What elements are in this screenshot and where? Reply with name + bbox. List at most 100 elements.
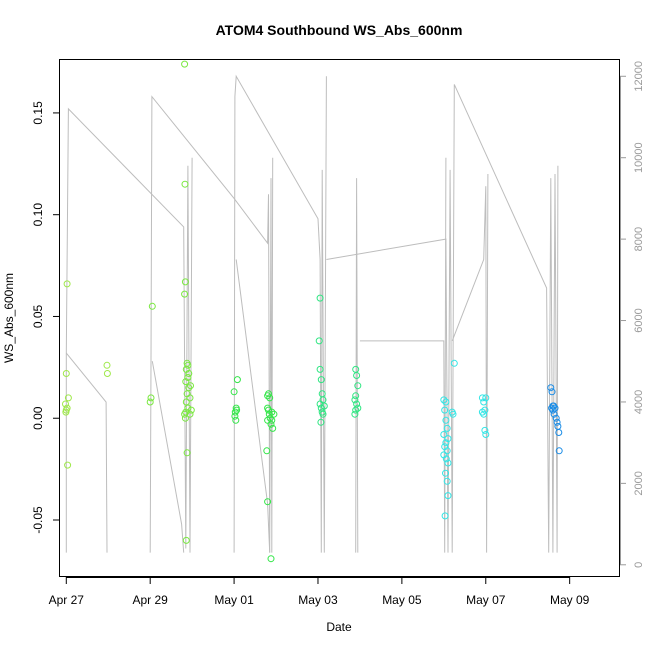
data-point-3-4: [318, 390, 326, 398]
altitude-line-segment-5: [235, 259, 271, 553]
data-point-4-8: [440, 431, 448, 438]
data-point-1-9: [184, 374, 192, 381]
data-point-4-25: [480, 410, 488, 418]
data-point-1-23: [187, 406, 195, 414]
altitude-line-segment-6: [326, 84, 559, 553]
data-point-3-11: [317, 418, 325, 426]
data-point-4-2: [442, 398, 450, 406]
data-point-4-7: [443, 424, 451, 432]
data-point-1-4: [181, 180, 189, 188]
data-point-4-3: [441, 406, 449, 414]
altitude-line-segment-3: [151, 361, 185, 553]
altitude-line-segment-7: [355, 178, 359, 553]
data-point-3-13: [353, 372, 361, 379]
data-point-0-6: [62, 408, 70, 416]
data-point-2-17: [268, 416, 276, 424]
data-point-1-13: [186, 394, 194, 402]
x-axis-label: Date: [326, 620, 352, 634]
data-point-2-5: [233, 406, 241, 414]
data-point-3-20: [351, 410, 359, 418]
y-tick-label-1: 0.00: [31, 406, 45, 430]
y2-tick-label-5: 10000: [633, 142, 645, 173]
y-axis-label: WS_Abs_600nm: [2, 273, 16, 363]
data-point-4-21: [480, 398, 488, 406]
data-point-0-8: [103, 361, 111, 369]
data-point-0-9: [103, 370, 111, 377]
data-points: [62, 60, 563, 563]
x-tick-label-6: May 09: [550, 593, 590, 607]
data-point-2-19: [267, 420, 275, 428]
data-point-5-1: [548, 388, 556, 396]
y-tick-label-3: 0.10: [31, 203, 45, 227]
x-tick-label-1: Apr 29: [133, 593, 169, 607]
data-point-1-6: [181, 290, 189, 298]
data-point-4-5: [449, 410, 457, 418]
y2-axis: 0 2000 4000 6000 8000 10000 12000: [620, 61, 645, 568]
altitude-lines: [65, 74, 559, 553]
data-point-1-24: [183, 449, 191, 457]
data-point-1-2: [146, 398, 154, 406]
data-point-4-18: [444, 492, 452, 500]
data-point-5-8: [552, 414, 560, 422]
y-tick-label-2: 0.05: [31, 304, 45, 328]
y-tick-label-4: 0.15: [31, 101, 45, 125]
plot-area-border: [59, 59, 620, 577]
y-axis: -0.05 0.00 0.05 0.10 0.15: [31, 101, 60, 534]
data-point-5-11: [555, 429, 563, 436]
data-point-1-20: [184, 361, 192, 369]
data-point-1-18: [186, 410, 194, 418]
data-point-2-22: [267, 555, 275, 563]
data-point-2-9: [266, 394, 274, 402]
altitude-line-segment-4: [233, 74, 327, 553]
data-point-4-17: [443, 477, 451, 485]
data-point-3-19: [352, 406, 360, 414]
data-point-1-17: [181, 410, 189, 418]
data-point-1-10: [182, 378, 190, 386]
data-point-2-18: [269, 424, 277, 432]
x-tick-label-5: May 07: [466, 593, 506, 607]
data-point-3-14: [354, 382, 362, 390]
data-point-4-20: [478, 394, 486, 402]
data-point-4-14: [442, 455, 450, 463]
data-point-2-20: [263, 447, 271, 455]
data-point-2-4: [231, 412, 239, 420]
data-point-3-2: [316, 365, 324, 373]
data-point-1-19: [181, 414, 189, 422]
data-point-5-7: [550, 410, 558, 418]
data-point-1-1: [147, 394, 155, 402]
data-point-5-3: [548, 404, 556, 412]
data-point-2-8: [265, 390, 272, 398]
data-point-4-6: [442, 416, 450, 424]
data-point-4-27: [482, 431, 490, 438]
data-point-3-18: [354, 404, 362, 412]
data-point-0-7: [64, 461, 72, 469]
data-point-3-3: [317, 376, 325, 384]
data-point-2-6: [232, 416, 240, 424]
data-point-2-0: [233, 376, 241, 384]
altitude-line-segment-2: [149, 95, 274, 553]
data-point-2-16: [264, 416, 272, 424]
data-point-3-16: [351, 396, 359, 404]
data-point-2-3: [231, 408, 239, 416]
data-point-0-5: [63, 404, 71, 412]
y2-tick-label-3: 6000: [633, 308, 645, 332]
data-point-3-6: [316, 400, 324, 408]
data-point-2-21: [264, 498, 272, 506]
data-point-4-22: [482, 394, 490, 402]
altitude-line-segment-9: [451, 173, 489, 553]
data-point-5-9: [553, 418, 561, 426]
data-point-4-1: [440, 396, 448, 404]
y2-tick-label-4: 8000: [633, 227, 645, 251]
data-point-1-0: [148, 302, 156, 310]
data-point-3-0: [316, 294, 324, 302]
data-point-4-12: [443, 447, 451, 455]
data-point-4-9: [444, 435, 452, 443]
data-point-5-10: [554, 422, 562, 430]
data-point-1-15: [184, 404, 192, 412]
data-point-1-3: [181, 60, 189, 68]
data-point-3-10: [319, 410, 327, 418]
x-tick-label-2: May 01: [214, 593, 254, 607]
x-tick-label-4: May 05: [382, 593, 422, 607]
data-point-4-0: [450, 359, 458, 367]
data-point-1-5: [181, 278, 189, 286]
